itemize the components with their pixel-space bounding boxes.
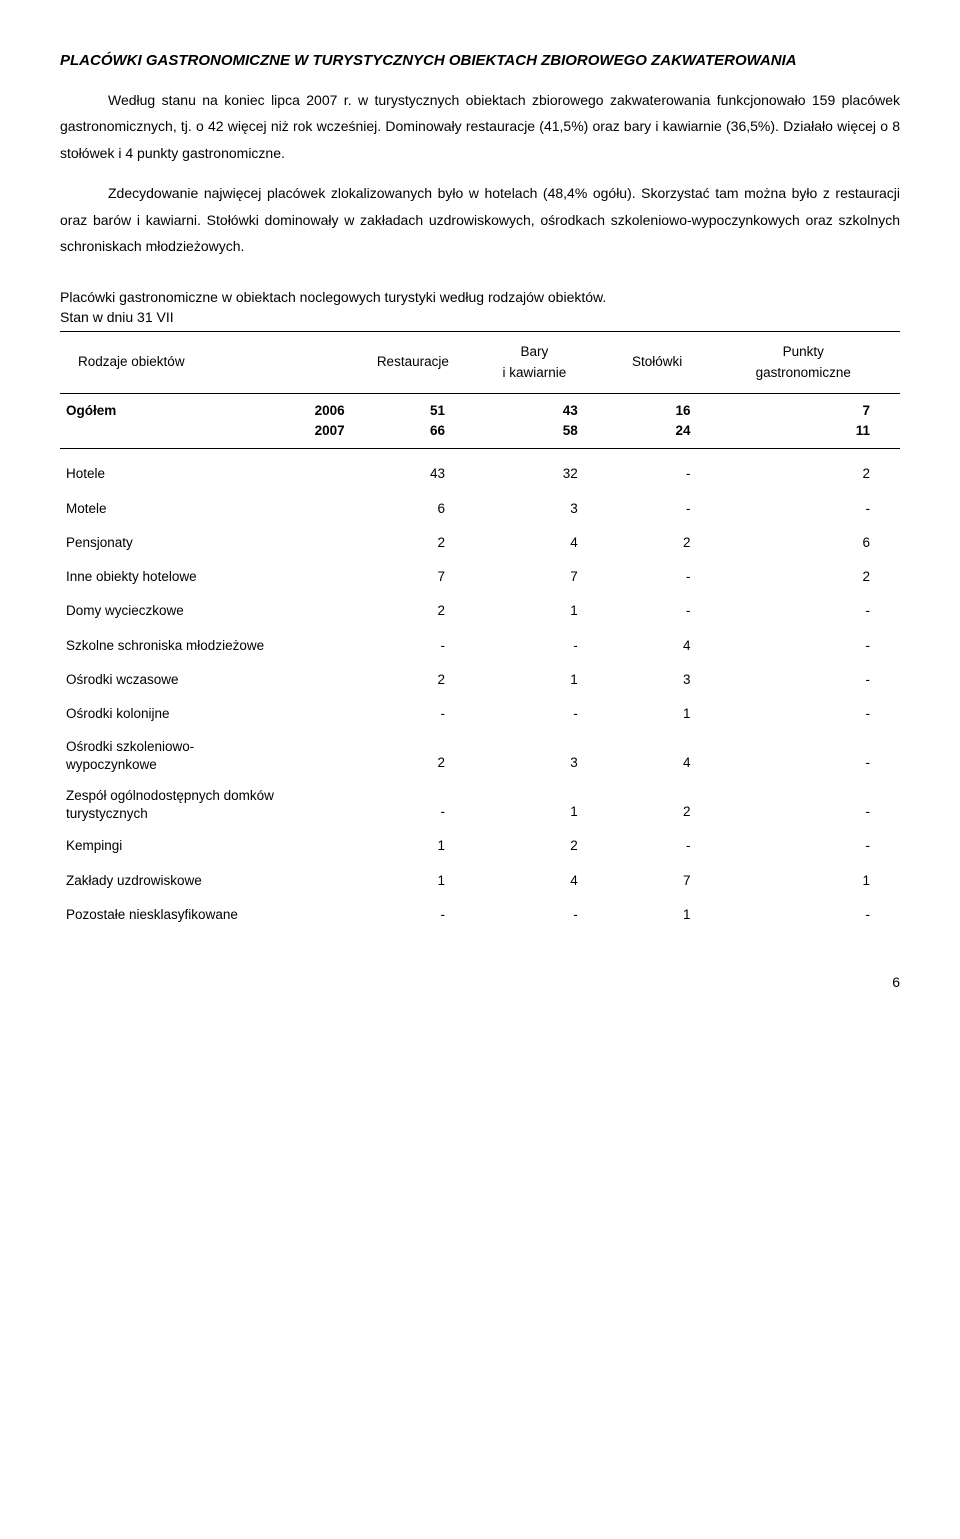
row-label: Pensjonaty — [60, 526, 351, 560]
section-title: PLACÓWKI GASTRONOMICZNE W TURYSTYCZNYCH … — [60, 50, 900, 73]
row-c2: 1 — [475, 663, 608, 697]
row-c1: - — [351, 697, 475, 731]
row-c3: 1 — [608, 697, 721, 731]
row-c2: 3 — [475, 492, 608, 526]
table-row: Ośrodki wczasowe213- — [60, 663, 900, 697]
row-label: Hotele — [60, 457, 351, 491]
row-label: Kempingi — [60, 829, 351, 863]
row-label: Inne obiekty hotelowe — [60, 560, 351, 594]
row-c3: - — [608, 829, 721, 863]
row-c2: - — [475, 697, 608, 731]
total-c1: 5166 — [351, 393, 475, 449]
row-c4: - — [721, 663, 900, 697]
table-row: Pozostałe niesklasyfikowane--1- — [60, 898, 900, 932]
row-c3: - — [608, 492, 721, 526]
total-c2: 4358 — [475, 393, 608, 449]
caption-line-1: Placówki gastronomiczne w obiektach nocl… — [60, 289, 606, 305]
row-c1: - — [351, 780, 475, 829]
col-header-bars: Bary i kawiarnie — [475, 332, 608, 394]
total-row: Ogółem20062007516643581624711 — [60, 393, 900, 449]
page-number: 6 — [60, 972, 900, 993]
header-row: Rodzaje obiektów Restauracje Bary i kawi… — [60, 332, 900, 394]
row-c1: 2 — [351, 731, 475, 780]
table-row: Domy wycieczkowe21-- — [60, 594, 900, 628]
row-c1: - — [351, 629, 475, 663]
row-c4: - — [721, 829, 900, 863]
row-c1: 2 — [351, 594, 475, 628]
row-c4: - — [721, 594, 900, 628]
row-label: Zakłady uzdrowiskowe — [60, 864, 351, 898]
total-c3: 1624 — [608, 393, 721, 449]
row-c3: 1 — [608, 898, 721, 932]
row-c1: 6 — [351, 492, 475, 526]
table-row: Ośrodki kolonijne--1- — [60, 697, 900, 731]
row-label: Ośrodki wczasowe — [60, 663, 351, 697]
paragraph-1: Według stanu na koniec lipca 2007 r. w t… — [60, 87, 900, 167]
col-header-restaurants: Restauracje — [351, 332, 475, 394]
row-c3: 4 — [608, 731, 721, 780]
table-row: Ośrodki szkoleniowo-wypoczynkowe234- — [60, 731, 900, 780]
row-c4: - — [721, 898, 900, 932]
caption-line-2: Stan w dniu 31 VII — [60, 309, 174, 325]
row-c2: 1 — [475, 594, 608, 628]
row-c1: 7 — [351, 560, 475, 594]
table-row: Zakłady uzdrowiskowe1471 — [60, 864, 900, 898]
col-header-types: Rodzaje obiektów — [60, 332, 351, 394]
row-label: Ośrodki kolonijne — [60, 697, 351, 731]
row-c1: 1 — [351, 864, 475, 898]
row-label: Ośrodki szkoleniowo-wypoczynkowe — [60, 731, 351, 780]
row-c2: - — [475, 629, 608, 663]
paragraph-2: Zdecydowanie najwięcej placówek zlokaliz… — [60, 180, 900, 260]
row-c1: 1 — [351, 829, 475, 863]
row-c4: 1 — [721, 864, 900, 898]
table-caption: Placówki gastronomiczne w obiektach nocl… — [60, 288, 900, 327]
row-c3: 7 — [608, 864, 721, 898]
total-label: Ogółem — [60, 393, 279, 449]
row-c1: 2 — [351, 526, 475, 560]
row-c4: 6 — [721, 526, 900, 560]
row-c1: 2 — [351, 663, 475, 697]
row-c2: - — [475, 898, 608, 932]
table-row: Pensjonaty2426 — [60, 526, 900, 560]
table-row: Inne obiekty hotelowe77-2 — [60, 560, 900, 594]
row-c4: 2 — [721, 560, 900, 594]
row-c1: 43 — [351, 457, 475, 491]
row-label: Motele — [60, 492, 351, 526]
row-c4: - — [721, 492, 900, 526]
row-c2: 1 — [475, 780, 608, 829]
row-c3: - — [608, 594, 721, 628]
row-c3: - — [608, 560, 721, 594]
table-row: Kempingi12-- — [60, 829, 900, 863]
row-c3: 2 — [608, 780, 721, 829]
table-row: Hotele4332-2 — [60, 457, 900, 491]
row-c4: 2 — [721, 457, 900, 491]
row-c4: - — [721, 731, 900, 780]
row-label: Szkolne schroniska młodzieżowe — [60, 629, 351, 663]
row-label: Domy wycieczkowe — [60, 594, 351, 628]
col-header-points: Punkty gastronomiczne — [721, 332, 900, 394]
table-row: Szkolne schroniska młodzieżowe--4- — [60, 629, 900, 663]
row-c3: 4 — [608, 629, 721, 663]
row-c2: 3 — [475, 731, 608, 780]
catering-table: Rodzaje obiektów Restauracje Bary i kawi… — [60, 331, 900, 932]
row-c3: 2 — [608, 526, 721, 560]
row-label: Pozostałe niesklasyfikowane — [60, 898, 351, 932]
row-c2: 4 — [475, 526, 608, 560]
row-c2: 2 — [475, 829, 608, 863]
row-c4: - — [721, 629, 900, 663]
table-row: Motele63-- — [60, 492, 900, 526]
row-c3: 3 — [608, 663, 721, 697]
table-row: Zespół ogólnodostępnych domkówturystyczn… — [60, 780, 900, 829]
row-label: Zespół ogólnodostępnych domkówturystyczn… — [60, 780, 351, 829]
row-c3: - — [608, 457, 721, 491]
total-c4: 711 — [721, 393, 900, 449]
row-c1: - — [351, 898, 475, 932]
row-c2: 7 — [475, 560, 608, 594]
row-c2: 4 — [475, 864, 608, 898]
row-c4: - — [721, 780, 900, 829]
row-c4: - — [721, 697, 900, 731]
col-header-canteens: Stołówki — [608, 332, 721, 394]
row-c2: 32 — [475, 457, 608, 491]
total-years: 20062007 — [279, 393, 351, 449]
